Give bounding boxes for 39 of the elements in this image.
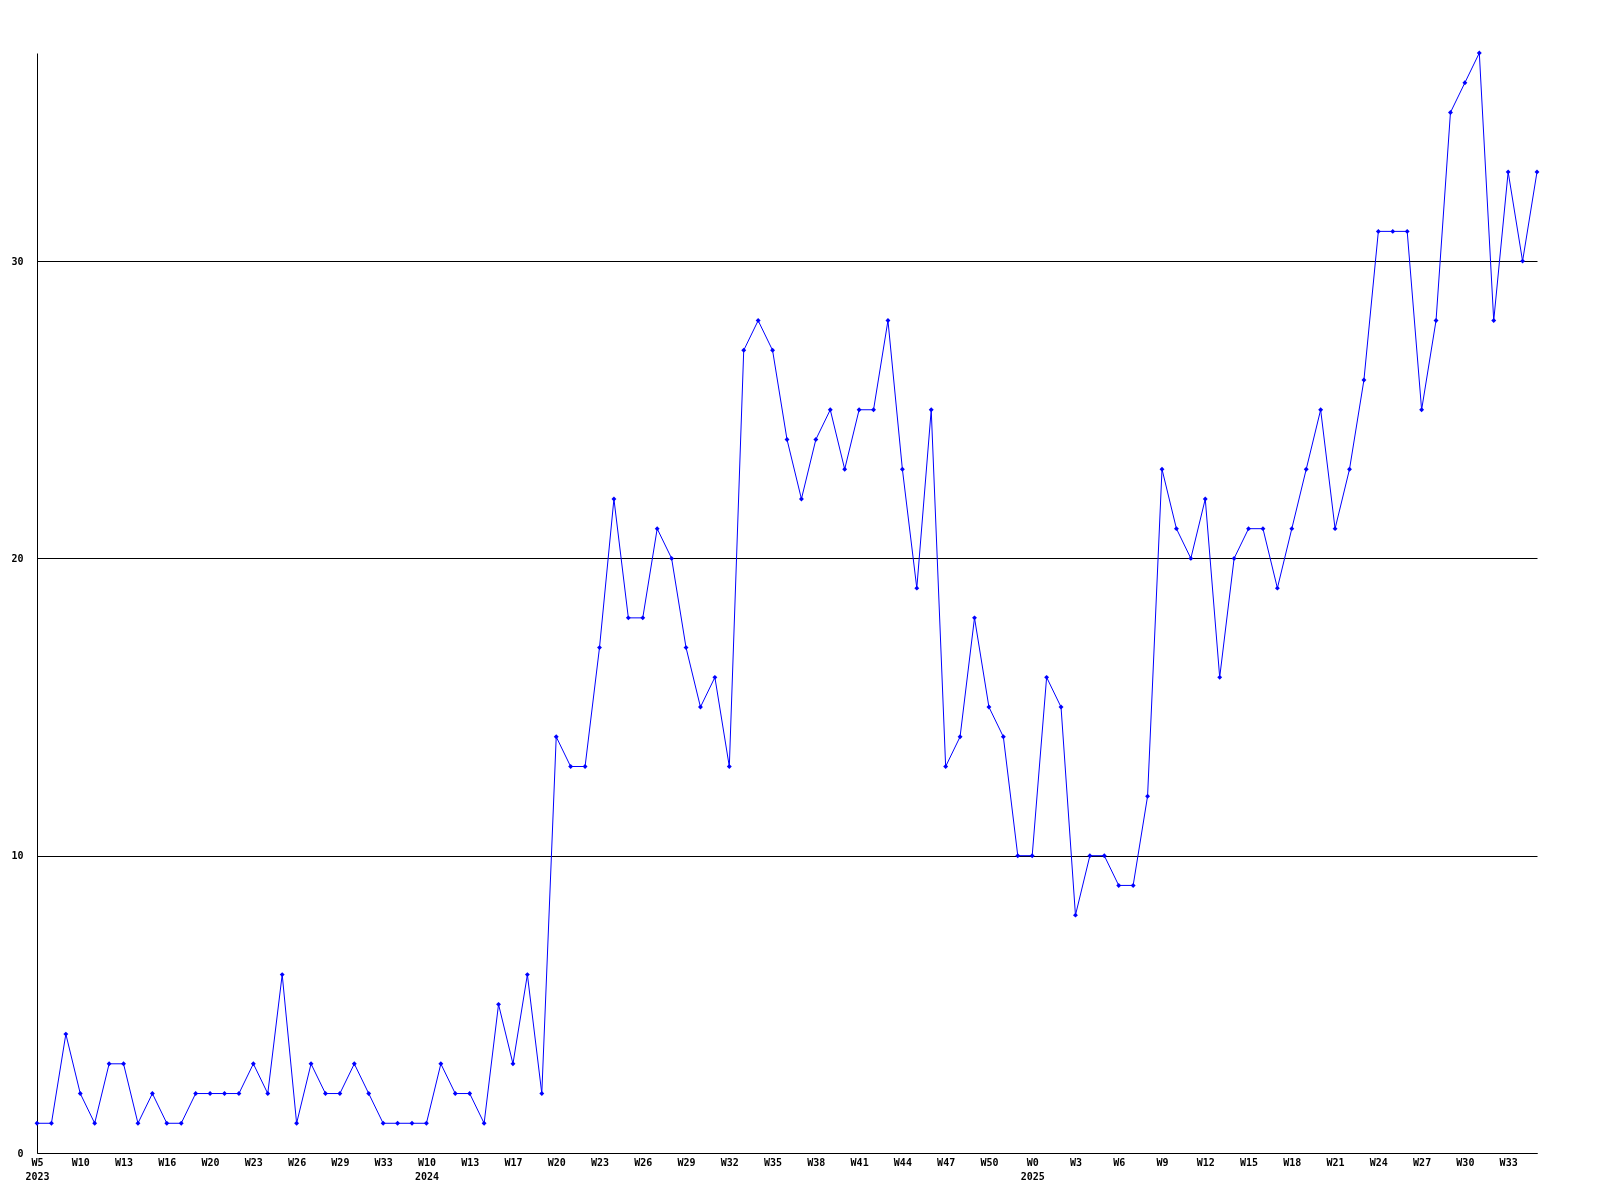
x-tick-label: W41 [850,1156,869,1168]
x-tick-label: W35 [764,1156,783,1168]
x-tick-label: W32 [720,1156,739,1168]
x-tick-label: W10 [71,1156,90,1168]
x-tick-label: W18 [1283,1156,1302,1168]
y-tick-label: 10 [11,850,24,862]
x-tick-label: W0 2025 [1020,1156,1045,1182]
x-tick-label: W13 [115,1156,134,1168]
x-tick-label: W44 [893,1156,912,1168]
x-tick-label: W13 [461,1156,480,1168]
x-tick-label: W20 [547,1156,566,1168]
x-tick-label: W20 [201,1156,220,1168]
x-tick-label: W17 [504,1156,523,1168]
x-tick-label: W6 [1113,1156,1126,1168]
y-tick-label: 0 [17,1147,24,1159]
x-tick-label: W26 [288,1156,307,1168]
x-tick-label: W30 [1456,1156,1475,1168]
x-tick-label: W26 [634,1156,653,1168]
x-tick-label: W16 [158,1156,177,1168]
x-tick-label: W21 [1326,1156,1345,1168]
x-tick-label: W23 [244,1156,263,1168]
x-tick-label: W33 [374,1156,393,1168]
x-tick-label: W29 [331,1156,350,1168]
x-tick-label: W9 [1156,1156,1169,1168]
x-tick-label: W33 [1499,1156,1518,1168]
x-tick-label: W24 [1369,1156,1388,1168]
x-tick-label: W50 [980,1156,999,1168]
x-tick-label: W5 2023 [25,1156,50,1182]
x-tick-label: W12 [1196,1156,1215,1168]
x-tick-label: W47 [937,1156,956,1168]
x-tick-label: W29 [677,1156,696,1168]
x-tick-label: W10 2024 [414,1156,439,1182]
x-tick-label: W15 [1240,1156,1259,1168]
x-tick-label: W27 [1413,1156,1432,1168]
x-tick-label: W3 [1069,1156,1082,1168]
x-tick-label: W23 [590,1156,610,1168]
y-tick-label: 20 [11,552,24,564]
y-tick-label: 30 [11,255,24,267]
x-tick-label: W38 [807,1156,826,1168]
